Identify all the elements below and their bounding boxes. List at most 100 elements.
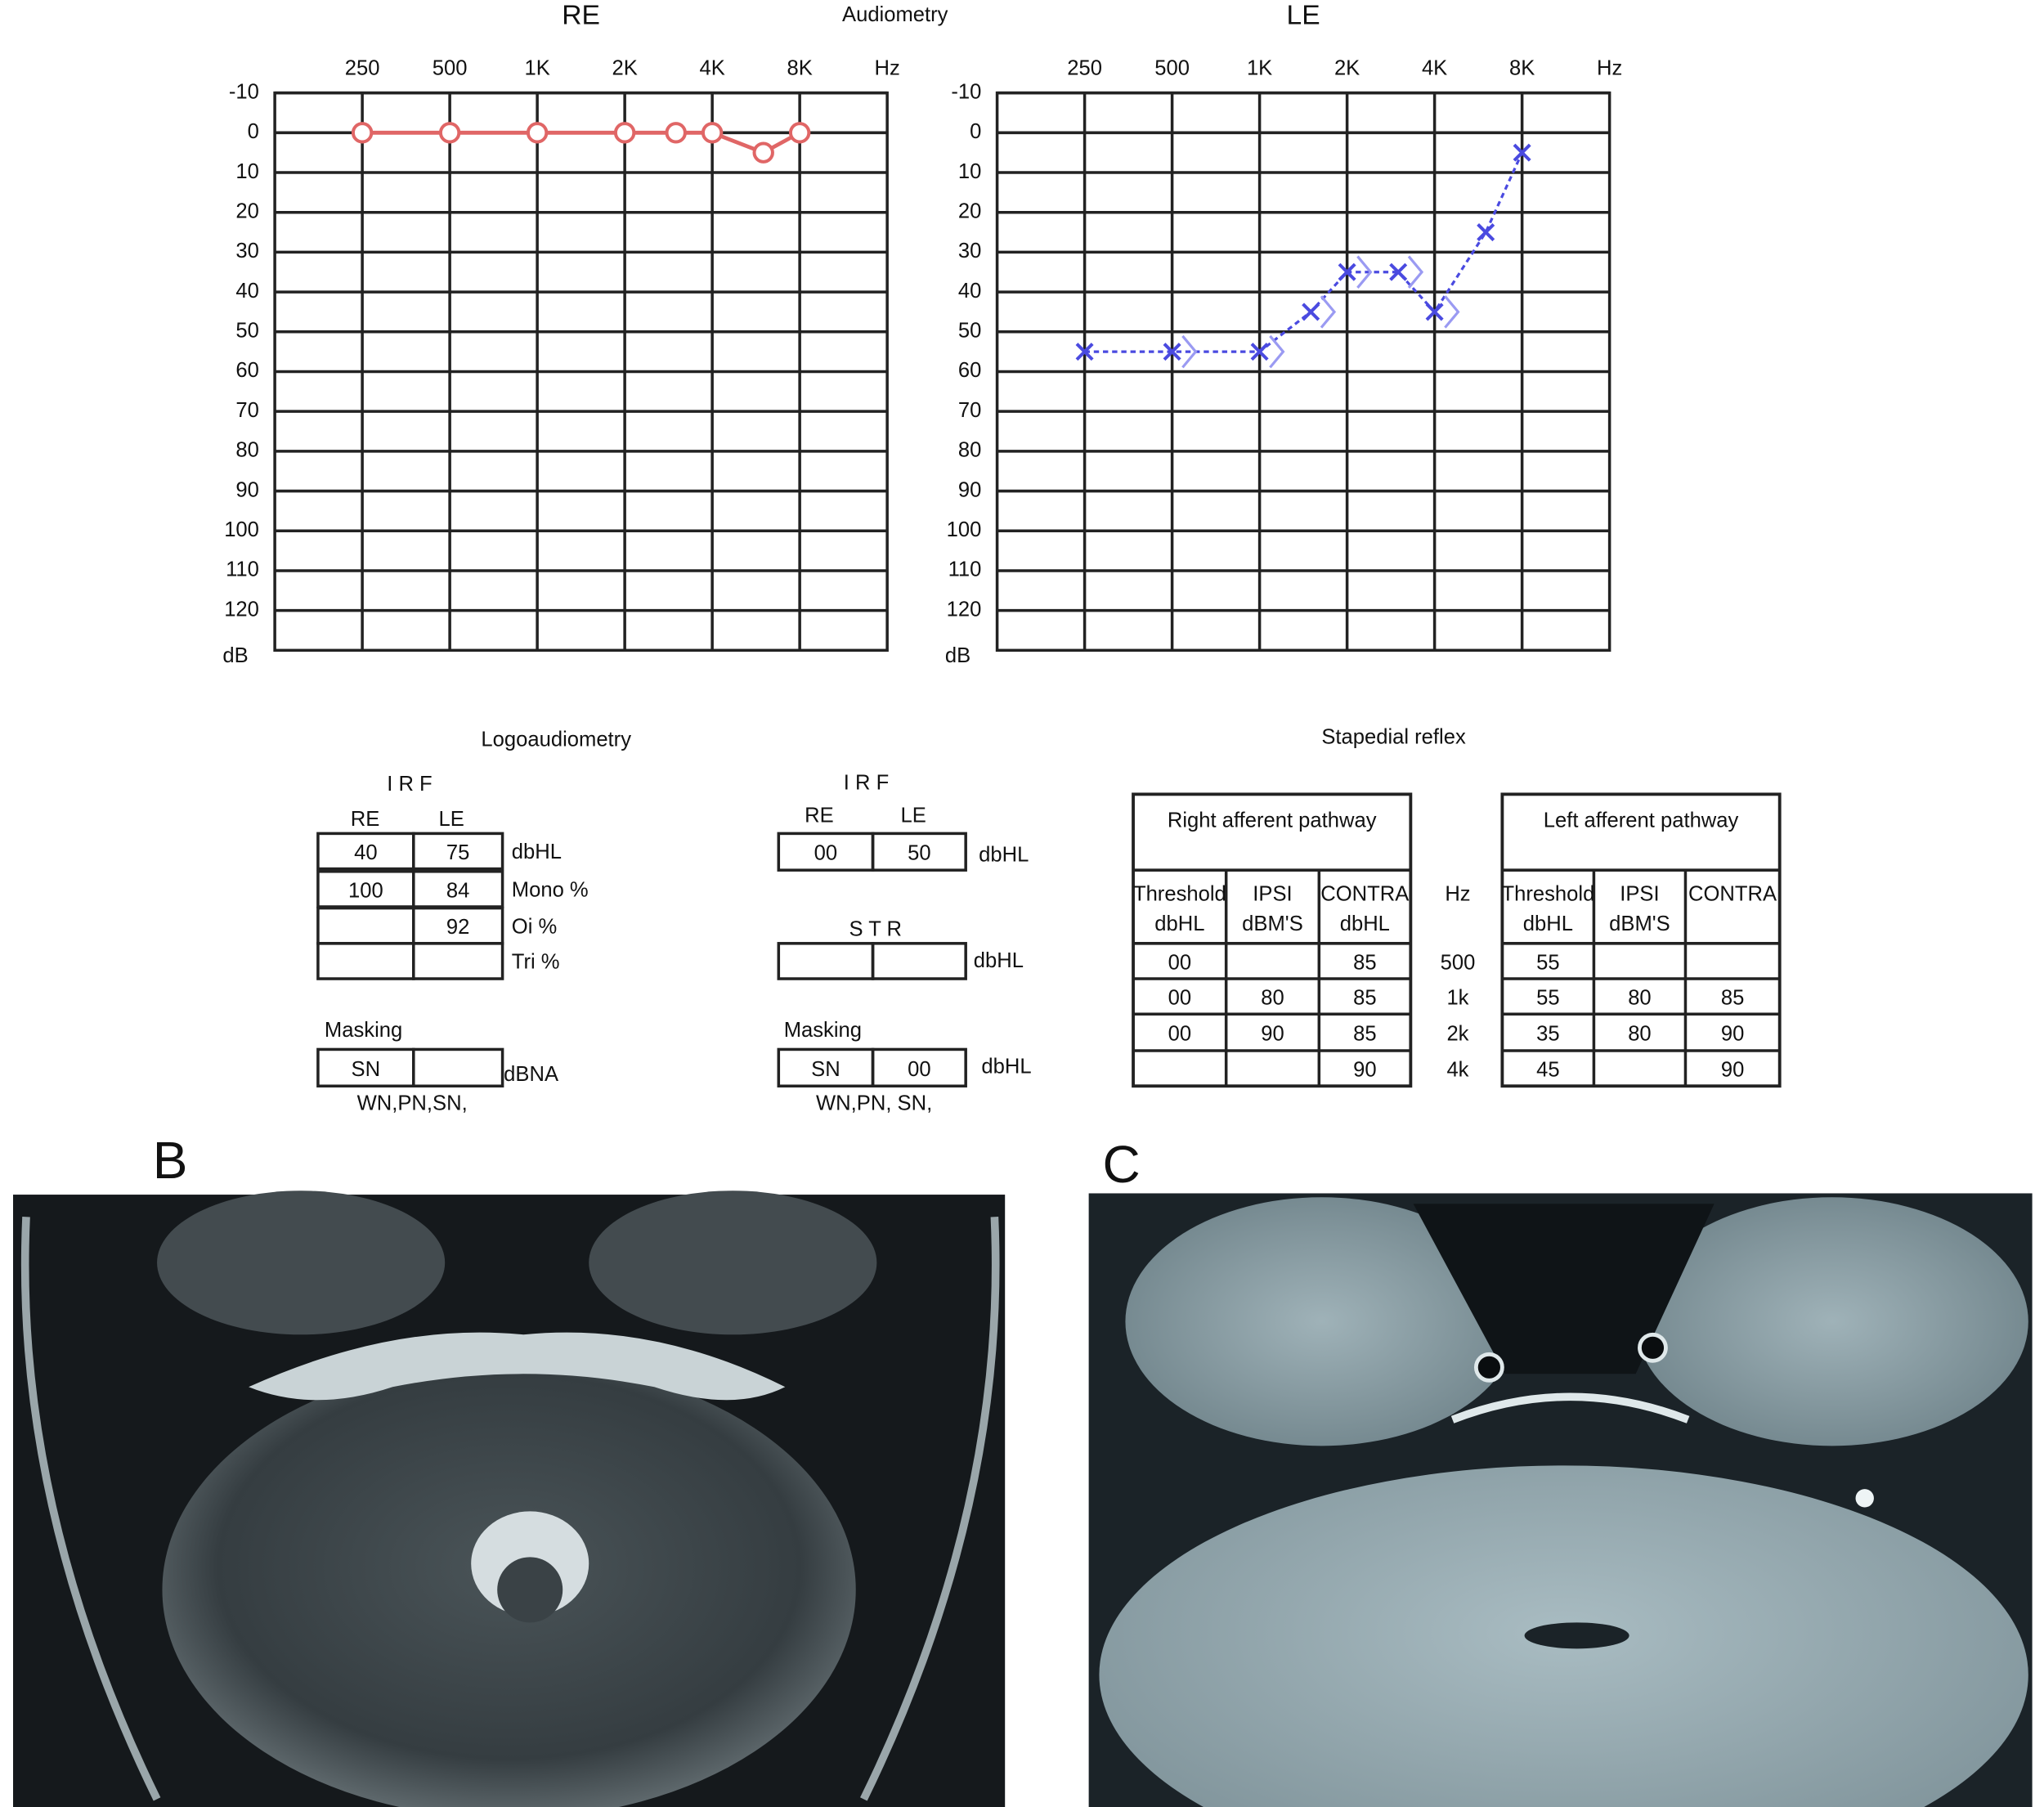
- frequency-label: 500: [1441, 951, 1476, 974]
- table-cell-border: [871, 832, 967, 872]
- y-tick-label: 120: [224, 598, 259, 621]
- section-title: Logoaudiometry: [481, 729, 631, 751]
- column-unit: dbHL: [1340, 912, 1390, 935]
- table-cell: 92: [446, 916, 469, 939]
- row-unit: dbHL: [974, 949, 1024, 972]
- table-cell: SN: [811, 1058, 840, 1081]
- hz-label: Hz: [1445, 882, 1470, 905]
- y-tick-label: 0: [248, 120, 259, 143]
- y-tick-label: 20: [235, 200, 258, 222]
- data-point: [1163, 343, 1181, 361]
- y-tick-label: 100: [224, 518, 259, 541]
- table-cell: 90: [1353, 1059, 1376, 1082]
- data-point: [526, 122, 549, 144]
- table-cell: 90: [1261, 1023, 1284, 1046]
- table-cell: 50: [908, 842, 930, 865]
- data-point: [1269, 334, 1285, 369]
- table-cell: 90: [1721, 1059, 1744, 1082]
- column-header: CONTRA: [1688, 882, 1777, 905]
- column-header: IPSI: [1620, 882, 1659, 905]
- table-cell: 90: [1721, 1023, 1744, 1046]
- x-tick-label: 500: [1154, 57, 1190, 80]
- table-cell: 00: [908, 1058, 930, 1081]
- data-point: [665, 122, 687, 144]
- x-tick-label: 2K: [1334, 57, 1360, 80]
- x-tick-label: 250: [345, 57, 380, 80]
- data-point: [1302, 303, 1320, 321]
- table-title: Left afferent pathway: [1544, 809, 1739, 832]
- y-tick-label: 110: [226, 558, 259, 581]
- column-header: LE: [439, 808, 464, 831]
- table-cell-border: [316, 942, 415, 980]
- block-title: S T R: [849, 918, 901, 941]
- table-cell: 85: [1353, 1023, 1376, 1046]
- y-tick-label: 60: [235, 359, 258, 382]
- y-tick-label: 60: [958, 359, 981, 382]
- table-cell: 80: [1628, 1023, 1651, 1046]
- series-line: [362, 130, 801, 155]
- data-point: [1407, 255, 1424, 289]
- data-point: [1356, 255, 1373, 289]
- table-cell-border: [412, 942, 504, 980]
- masking-title: Masking: [325, 1019, 402, 1042]
- table-cell: 00: [1168, 951, 1191, 974]
- table-cell-border: [871, 942, 967, 980]
- mri-image-b: [13, 1190, 1006, 1807]
- y-tick-label: 40: [958, 280, 981, 303]
- chart-title: LE: [1287, 1, 1320, 31]
- table-cell: 55: [1536, 951, 1559, 974]
- masking-note: WN,PN, SN,: [816, 1092, 932, 1114]
- x-axis-label: Hz: [875, 57, 900, 80]
- table-cell: 80: [1261, 987, 1284, 1010]
- data-point: [351, 122, 374, 144]
- column-header: RE: [351, 808, 380, 831]
- table-cell: 75: [446, 841, 469, 864]
- table-cell: 00: [1168, 987, 1191, 1010]
- x-tick-label: 1K: [1247, 57, 1272, 80]
- y-tick-label: 40: [235, 280, 258, 303]
- table-title: Right afferent pathway: [1168, 809, 1377, 832]
- y-tick-label: 80: [958, 439, 981, 462]
- column-header: Threshold: [1501, 882, 1594, 905]
- x-tick-label: 500: [433, 57, 468, 80]
- y-tick-label: 10: [235, 160, 258, 183]
- y-tick-label: 100: [947, 518, 982, 541]
- data-point: [1477, 223, 1495, 242]
- x-tick-label: 250: [1067, 57, 1102, 80]
- row-unit: Oi %: [512, 915, 557, 938]
- data-point: [701, 122, 724, 144]
- column-header: LE: [901, 804, 926, 827]
- table-cell: 84: [446, 879, 469, 902]
- y-tick-label: 90: [235, 478, 258, 501]
- data-point: [1320, 295, 1337, 329]
- row-unit: dbHL: [979, 843, 1029, 866]
- data-point: [1075, 343, 1094, 361]
- data-point: [788, 122, 811, 144]
- x-tick-label: 8K: [787, 57, 812, 80]
- chart-title: RE: [562, 1, 600, 31]
- y-axis-label: dB: [945, 644, 970, 667]
- table-cell: 55: [1536, 987, 1559, 1010]
- y-tick-label: 30: [235, 240, 258, 262]
- table-border: [1132, 792, 1413, 1088]
- y-tick-label: -10: [951, 80, 981, 103]
- data-point: [1513, 143, 1531, 162]
- x-tick-label: 2K: [612, 57, 637, 80]
- table-cell: 45: [1536, 1059, 1559, 1082]
- data-point: [1338, 262, 1356, 281]
- data-point: [613, 122, 636, 144]
- table-cell: 85: [1353, 951, 1376, 974]
- table-cell: 35: [1536, 1023, 1559, 1046]
- data-point: [1250, 343, 1269, 361]
- column-header: Threshold: [1133, 882, 1226, 905]
- x-tick-label: 4K: [1422, 57, 1447, 80]
- data-point: [438, 122, 461, 144]
- table-cell: 00: [814, 842, 837, 865]
- y-tick-label: 80: [235, 439, 258, 462]
- table-cell-border: [412, 1047, 504, 1088]
- y-tick-label: 110: [948, 558, 982, 581]
- table-cell-border: [412, 832, 504, 871]
- x-axis-label: Hz: [1597, 57, 1622, 80]
- data-point: [1389, 262, 1408, 281]
